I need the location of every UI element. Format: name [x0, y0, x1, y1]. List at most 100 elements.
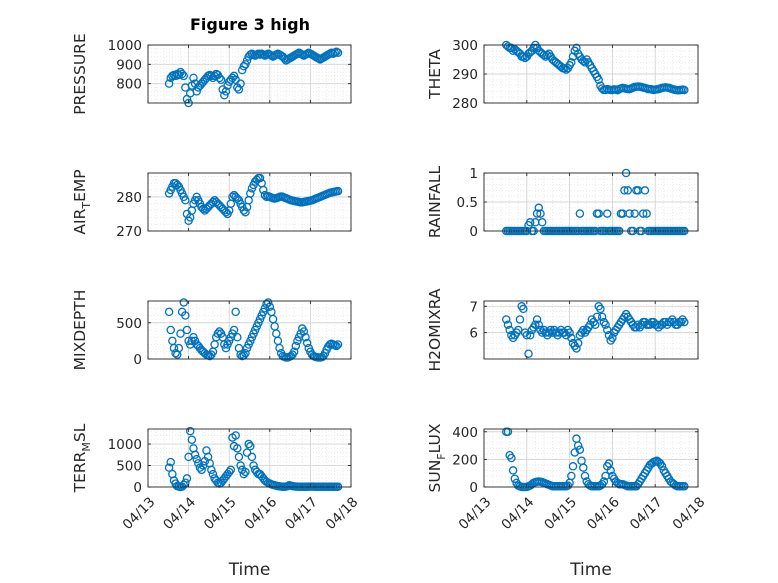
- data-point: [231, 431, 240, 440]
- data-point: [524, 349, 533, 358]
- data-point: [537, 218, 547, 227]
- data-point: [503, 427, 513, 437]
- data-point: [236, 461, 245, 470]
- data-point: [534, 203, 544, 213]
- data-point: [594, 209, 603, 218]
- axes-box: [483, 300, 699, 360]
- data-point: [164, 463, 174, 472]
- data-point: [680, 317, 689, 327]
- y-tick-label: 7: [469, 299, 478, 315]
- subplot-rainfall: 0 0.5 1 RAINFALL: [426, 165, 699, 240]
- data-point: [244, 439, 253, 449]
- data-point: [177, 69, 187, 79]
- data-point: [508, 46, 518, 56]
- data-point: [531, 320, 540, 329]
- plot-area: [148, 429, 351, 487]
- data-point: [179, 298, 188, 307]
- data-point: [247, 452, 257, 462]
- data-point: [502, 315, 511, 324]
- y-tick-label: 900: [116, 57, 142, 73]
- data-point: [190, 450, 200, 460]
- data-point: [299, 327, 309, 336]
- y-tick-label: 0: [469, 224, 478, 240]
- data-point: [239, 469, 249, 479]
- y-tick-label: 300: [452, 38, 478, 54]
- data-point: [599, 477, 609, 486]
- data-point: [565, 328, 574, 337]
- data-point: [241, 207, 250, 217]
- data-series: [164, 47, 343, 108]
- y-tick-label: 280: [452, 96, 478, 112]
- data-point: [568, 462, 578, 471]
- data-point: [623, 186, 633, 195]
- y-axis-label: TERRMSL: [71, 423, 93, 493]
- data-point: [534, 320, 544, 329]
- data-point: [575, 209, 585, 218]
- data-point: [207, 465, 216, 475]
- axes-box: [147, 428, 352, 488]
- data-point: [519, 304, 528, 314]
- data-series: [164, 426, 343, 492]
- data-point: [522, 331, 532, 340]
- data-point: [275, 343, 284, 353]
- data-point: [179, 71, 188, 81]
- subplot-mixdepth: 0 500 MIXDEPTH: [71, 290, 352, 371]
- y-tick-label: 0: [133, 352, 142, 368]
- data-point: [192, 454, 201, 464]
- data-point: [573, 441, 583, 450]
- axes-box: [147, 44, 352, 104]
- data-point: [597, 312, 607, 322]
- data-point: [606, 466, 615, 475]
- subplot-h2omixra: 6 7 H2OMIXRA: [426, 288, 699, 372]
- data-point: [507, 453, 516, 463]
- data-point: [166, 457, 175, 467]
- data-point: [515, 315, 525, 324]
- data-point: [642, 209, 651, 218]
- data-point: [236, 79, 245, 88]
- data-point: [226, 465, 236, 475]
- data-point: [197, 465, 206, 475]
- subplot-air-temp: 270 280 AIRTEMP: [71, 169, 352, 240]
- data-point: [241, 60, 250, 69]
- data-point: [603, 209, 612, 218]
- y-tick-label: 1: [469, 166, 478, 182]
- data-point: [179, 480, 188, 490]
- x-axis-label: Time: [228, 560, 271, 580]
- data-point: [573, 338, 583, 348]
- data-point: [525, 218, 535, 227]
- data-point: [176, 329, 185, 338]
- y-tick-label: 800: [116, 77, 142, 93]
- y-tick-label: 400: [452, 425, 478, 441]
- data-point: [567, 471, 576, 481]
- data-point: [208, 469, 218, 479]
- data-point: [182, 474, 192, 483]
- y-axis-label: MIXDEPTH: [71, 290, 89, 371]
- data-point: [638, 209, 648, 218]
- data-point: [259, 185, 268, 195]
- data-point: [216, 75, 226, 85]
- data-point: [680, 85, 689, 95]
- data-point: [532, 209, 542, 218]
- data-point: [332, 341, 341, 351]
- y-axis-label: PRESSURE: [71, 33, 89, 115]
- data-point: [164, 79, 174, 88]
- data-point: [215, 73, 224, 83]
- data-point: [302, 338, 312, 348]
- data-point: [169, 343, 179, 353]
- data-point: [579, 463, 588, 472]
- data-point: [234, 452, 244, 462]
- data-point: [289, 347, 299, 356]
- data-point: [657, 462, 667, 471]
- data-point: [181, 478, 190, 487]
- y-tick-label: 290: [452, 67, 478, 83]
- data-point: [189, 73, 198, 83]
- y-tick-label: 1000: [108, 38, 142, 54]
- data-point: [234, 85, 244, 94]
- data-point: [241, 467, 250, 477]
- data-point: [181, 196, 190, 205]
- data-point: [241, 348, 250, 358]
- data-point: [220, 91, 229, 100]
- axes-box: [483, 428, 699, 488]
- data-point: [233, 444, 242, 453]
- x-axis-label: Time: [569, 560, 612, 580]
